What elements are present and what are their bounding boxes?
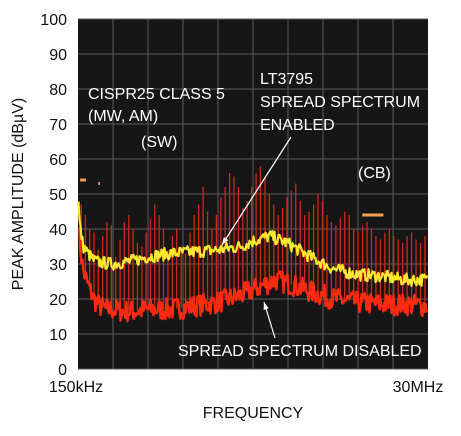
annotation-disabled: SPREAD SPECTRUM DISABLED: [178, 343, 422, 360]
annotation-enabled-line1: LT3795: [260, 71, 313, 88]
series-enabled: [77, 201, 429, 287]
y-tick-label: 20: [49, 292, 67, 309]
tick-labels: 0 10 20 30 40 50 60 70 80 90 100 150kHz 30MHz: [40, 12, 443, 396]
x-tick-label: 150kHz: [49, 379, 103, 396]
series-layer: [77, 201, 429, 323]
y-tick-label: 70: [49, 117, 67, 134]
annotation-enabled-line2: SPREAD SPECTRUM: [260, 94, 420, 111]
annotation-arrows: [221, 136, 292, 339]
y-tick-label: 10: [49, 327, 67, 344]
y-tick-label: 30: [49, 257, 67, 274]
x-tick-label: 30MHz: [393, 379, 444, 396]
annotation-cb: (CB): [358, 165, 391, 182]
y-tick-label: 80: [49, 82, 67, 99]
arrow-disabled-head: [263, 302, 269, 310]
x-axis-title: FREQUENCY: [203, 405, 304, 422]
annotation-cispr-line1: CISPR25 CLASS 5: [88, 86, 225, 103]
y-tick-label: 50: [49, 187, 67, 204]
y-tick-label: 0: [58, 362, 67, 379]
y-tick-label: 100: [40, 12, 67, 29]
y-tick-label: 90: [49, 47, 67, 64]
arrow-enabled: [221, 136, 292, 246]
limit-lines: [80, 178, 384, 217]
arrow-enabled-head: [222, 237, 229, 245]
y-tick-label: 40: [49, 222, 67, 239]
annotation-enabled-line3: ENABLED: [260, 117, 335, 134]
series-disabled: [77, 227, 429, 323]
y-axis-title: PEAK AMPLITUDE (dBµV): [10, 98, 27, 290]
y-tick-label: 60: [49, 152, 67, 169]
annotation-cispr-line2: (MW, AM): [88, 108, 158, 125]
annotation-sw: (SW): [141, 134, 177, 151]
